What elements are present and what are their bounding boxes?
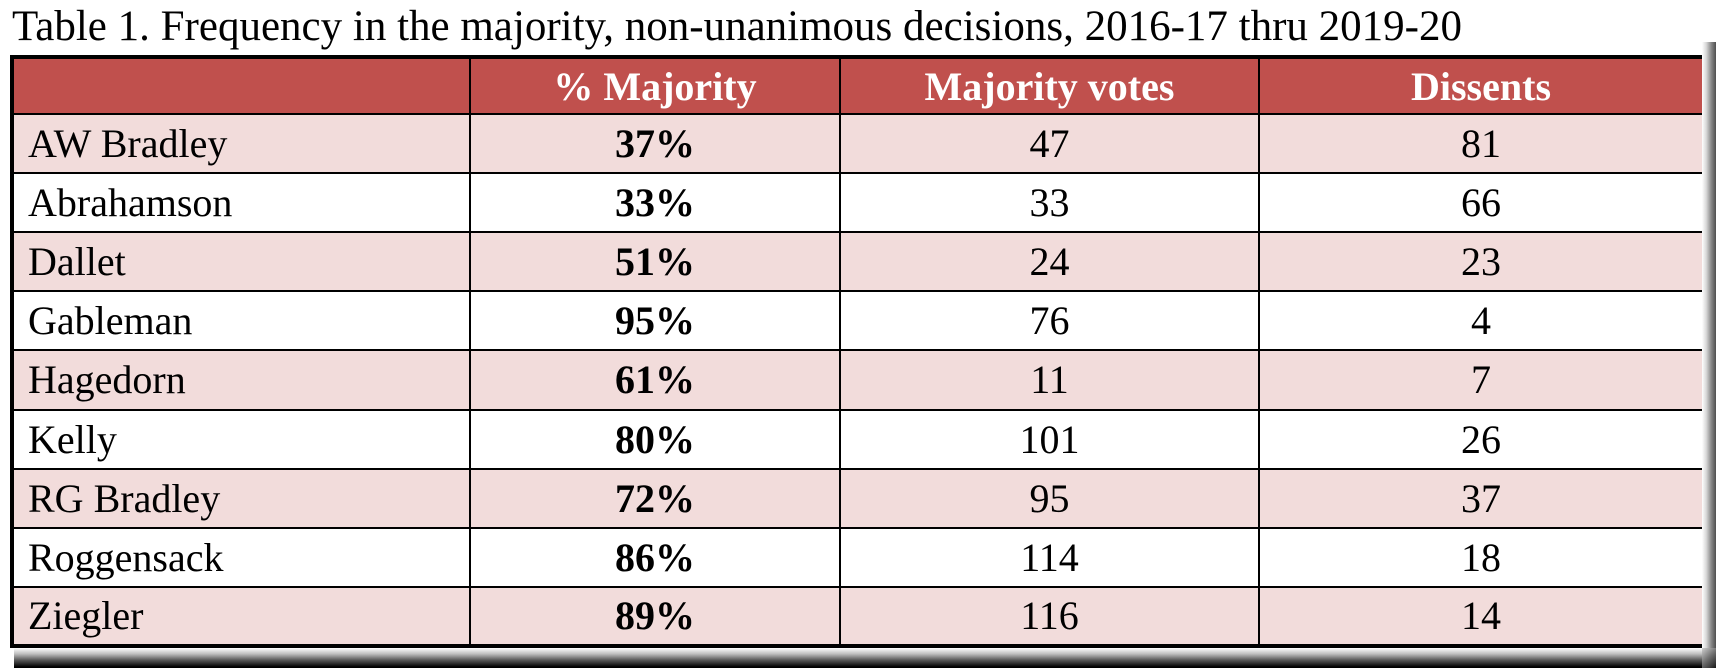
table-row: Abrahamson 33% 33 66 (11, 172, 1705, 234)
majority-votes-cell: 116 (839, 585, 1260, 648)
frequency-table-container: % Majority Majority votes Dissents AW Br… (10, 55, 1706, 648)
header-cell-majority-votes: Majority votes (839, 56, 1260, 115)
drop-shadow-right (1702, 42, 1716, 648)
table-row: Kelly 80% 101 26 (11, 408, 1705, 470)
majority-votes-cell: 95 (839, 467, 1260, 529)
header-row: % Majority Majority votes Dissents (11, 56, 1705, 115)
table-row: RG Bradley 72% 95 37 (11, 467, 1705, 529)
header-cell-dissents: Dissents (1258, 56, 1705, 115)
justice-name-cell: RG Bradley (11, 467, 471, 529)
table-row: Dallet 51% 24 23 (11, 231, 1705, 293)
dissents-cell: 37 (1258, 467, 1705, 529)
pct-majority-cell: 95% (469, 290, 841, 352)
dissents-cell: 14 (1258, 585, 1705, 648)
table-row: AW Bradley 37% 47 81 (11, 112, 1705, 175)
pct-majority-cell: 61% (469, 349, 841, 411)
dissents-cell: 81 (1258, 112, 1705, 175)
pct-majority-cell: 86% (469, 526, 841, 588)
pct-majority-cell: 80% (469, 408, 841, 470)
table-row: Roggensack 86% 114 18 (11, 526, 1705, 588)
header-cell-pct-majority: % Majority (469, 56, 841, 115)
table-body: AW Bradley 37% 47 81 Abrahamson 33% 33 66 Dallet… (11, 112, 1705, 648)
dissents-cell: 26 (1258, 408, 1705, 470)
justice-name-cell: Hagedorn (11, 349, 471, 411)
dissents-cell: 23 (1258, 231, 1705, 293)
table-caption: Table 1. Frequency in the majority, non-… (12, 3, 1462, 50)
dissents-cell: 7 (1258, 349, 1705, 411)
table-row: Ziegler 89% 116 14 (11, 585, 1705, 648)
pct-majority-cell: 89% (469, 585, 841, 648)
drop-shadow-bottom (14, 648, 1702, 668)
pct-majority-cell: 51% (469, 231, 841, 293)
dissents-cell: 66 (1258, 172, 1705, 234)
header-cell-blank (11, 56, 471, 115)
majority-votes-cell: 101 (839, 408, 1260, 470)
justice-name-cell: Kelly (11, 408, 471, 470)
table-row: Hagedorn 61% 11 7 (11, 349, 1705, 411)
justice-name-cell: Roggensack (11, 526, 471, 588)
justice-name-cell: Dallet (11, 231, 471, 293)
majority-votes-cell: 76 (839, 290, 1260, 352)
majority-votes-cell: 11 (839, 349, 1260, 411)
frequency-table: % Majority Majority votes Dissents AW Br… (10, 55, 1706, 648)
drop-shadow-corner (1702, 648, 1716, 668)
majority-votes-cell: 114 (839, 526, 1260, 588)
pct-majority-cell: 33% (469, 172, 841, 234)
majority-votes-cell: 24 (839, 231, 1260, 293)
majority-votes-cell: 33 (839, 172, 1260, 234)
dissents-cell: 18 (1258, 526, 1705, 588)
dissents-cell: 4 (1258, 290, 1705, 352)
majority-votes-cell: 47 (839, 112, 1260, 175)
table-row: Gableman 95% 76 4 (11, 290, 1705, 352)
justice-name-cell: Abrahamson (11, 172, 471, 234)
table-header: % Majority Majority votes Dissents (11, 56, 1705, 115)
justice-name-cell: Ziegler (11, 585, 471, 648)
justice-name-cell: AW Bradley (11, 112, 471, 175)
pct-majority-cell: 37% (469, 112, 841, 175)
pct-majority-cell: 72% (469, 467, 841, 529)
justice-name-cell: Gableman (11, 290, 471, 352)
